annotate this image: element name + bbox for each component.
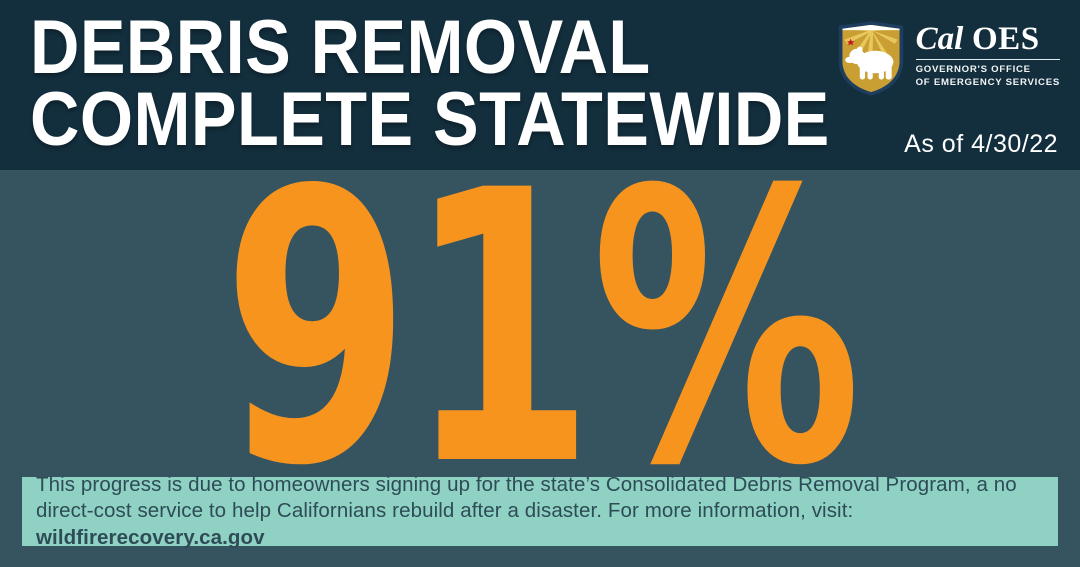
brand-text-block: Cal OES GOVERNOR'S OFFICE OF EMERGENCY S… xyxy=(915,20,1060,89)
main-section: 91% This progress is due to homeowners s… xyxy=(0,112,1080,567)
info-line-2: direct-cost service to help Californians… xyxy=(36,499,854,523)
brand-subtitle-line-2: OF EMERGENCY SERVICES xyxy=(915,76,1060,88)
info-line-1: This progress is due to homeowners signi… xyxy=(36,472,1017,496)
percent-complete-value: 91% xyxy=(222,112,861,548)
brand-wordmark: Cal OES xyxy=(915,21,1060,60)
brand-subtitle-line-1: GOVERNOR'S OFFICE xyxy=(915,64,1031,75)
cal-oes-logo: Cal OES GOVERNOR'S OFFICE OF EMERGENCY S… xyxy=(836,20,1060,97)
recovery-website-url[interactable]: wildfirerecovery.ca.gov xyxy=(36,525,265,549)
title-line-1: DEBRIS REMOVAL xyxy=(30,5,651,90)
info-bar: This progress is due to homeowners signi… xyxy=(22,473,1058,549)
page-title: DEBRIS REMOVAL COMPLETE STATEWIDE xyxy=(30,5,919,162)
percent-container: 91% xyxy=(0,112,1080,548)
brand-cal: Cal xyxy=(915,21,964,57)
brand-oes: OES xyxy=(963,21,1040,57)
info-text: This progress is due to homeowners signi… xyxy=(36,472,1044,552)
title-line-2: COMPLETE STATEWIDE xyxy=(30,77,830,162)
header-banner: DEBRIS REMOVAL COMPLETE STATEWIDE xyxy=(0,0,1080,170)
as-of-date: As of 4/30/22 xyxy=(904,130,1058,158)
cal-oes-shield-icon xyxy=(838,21,903,96)
